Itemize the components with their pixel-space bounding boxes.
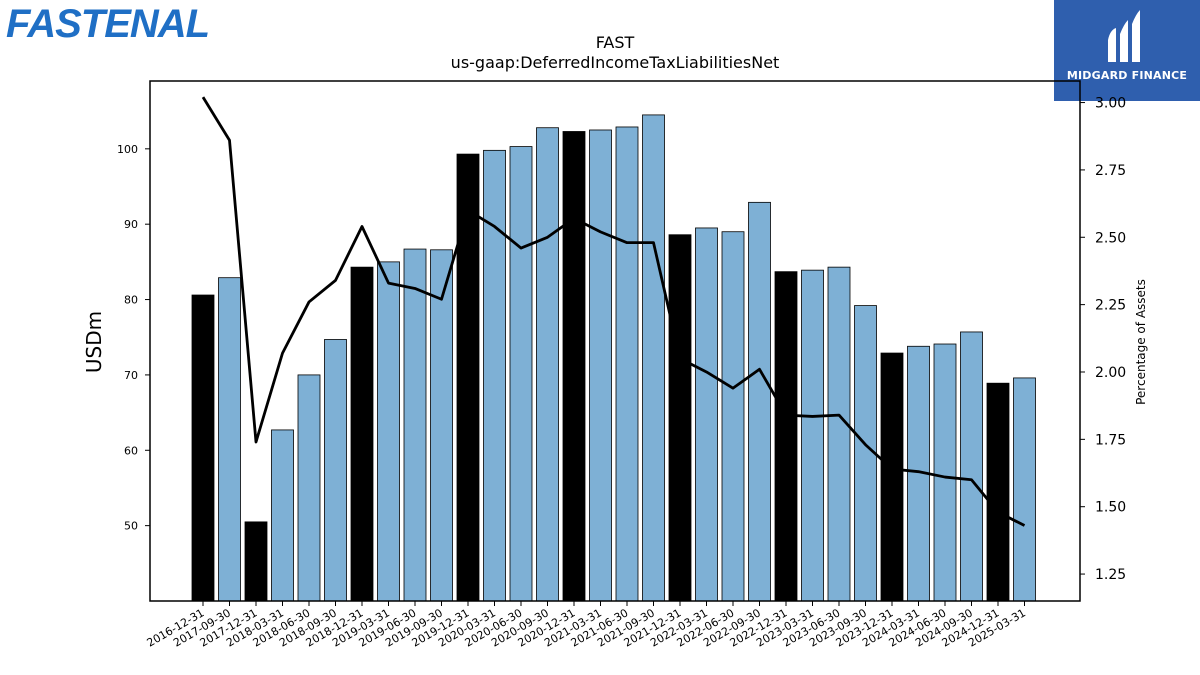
bar xyxy=(271,429,294,602)
fastenal-logo: FASTENAL xyxy=(6,2,210,46)
bar xyxy=(244,521,268,602)
y-right-tick-label: 2.75 xyxy=(1095,163,1126,179)
y-right-tick-label: 2.50 xyxy=(1095,230,1126,246)
bar xyxy=(880,352,904,602)
bar xyxy=(986,382,1010,602)
bar xyxy=(721,231,745,602)
bar xyxy=(1013,377,1036,602)
bar xyxy=(642,114,665,602)
percentage-line xyxy=(201,96,1026,527)
plot-frame xyxy=(149,80,1081,602)
bar xyxy=(536,127,559,602)
y-right-tick-label: 2.00 xyxy=(1095,365,1126,381)
midgard-logo-label: MIDGARD FINANCE xyxy=(1066,69,1188,82)
y-left-tick-label: 60 xyxy=(124,444,138,457)
bar xyxy=(377,261,400,602)
bar xyxy=(297,374,321,602)
y-left-tick-label: 50 xyxy=(124,520,138,533)
bar xyxy=(589,129,612,602)
midgard-logo-mark-left xyxy=(1108,28,1116,62)
bar xyxy=(350,266,374,602)
bar xyxy=(615,126,639,602)
bar xyxy=(668,234,692,602)
midgard-logo-graphic xyxy=(1054,0,1200,101)
bar xyxy=(562,131,586,602)
chart-title: FAST xyxy=(595,33,635,52)
bar xyxy=(403,248,427,602)
bar xyxy=(801,269,824,602)
bar xyxy=(774,271,798,602)
midgard-logo-mark-right xyxy=(1132,10,1140,62)
chart-subtitle: us-gaap:DeferredIncomeTaxLiabilitiesNet xyxy=(450,53,780,72)
y-left-tick-label: 90 xyxy=(124,218,138,231)
bar xyxy=(430,249,453,602)
bar xyxy=(933,343,957,602)
line-series xyxy=(201,96,1026,527)
bar xyxy=(695,227,718,602)
bar-series xyxy=(191,114,1036,602)
y-left-tick-label: 70 xyxy=(124,369,138,382)
y-right-tick-label: 1.75 xyxy=(1095,432,1126,448)
bar xyxy=(218,277,241,602)
bar xyxy=(191,294,215,602)
y-right-tick-label: 1.25 xyxy=(1095,567,1126,583)
midgard-logo-mark-center xyxy=(1120,20,1128,62)
y-right-tick-label: 1.50 xyxy=(1095,500,1126,516)
bar xyxy=(827,266,851,602)
y-left-tick-label: 80 xyxy=(124,294,138,307)
bar xyxy=(324,339,347,602)
y-right-tick-label: 3.00 xyxy=(1095,96,1126,112)
y-right-tick-label: 2.25 xyxy=(1095,298,1126,314)
bar xyxy=(509,146,533,602)
bar xyxy=(960,331,983,602)
y-left-tick-label: 100 xyxy=(117,143,138,156)
bar xyxy=(456,153,480,602)
midgard-finance-logo: MIDGARD FINANCE xyxy=(1054,0,1200,101)
bar xyxy=(748,201,771,602)
bar xyxy=(483,149,506,602)
